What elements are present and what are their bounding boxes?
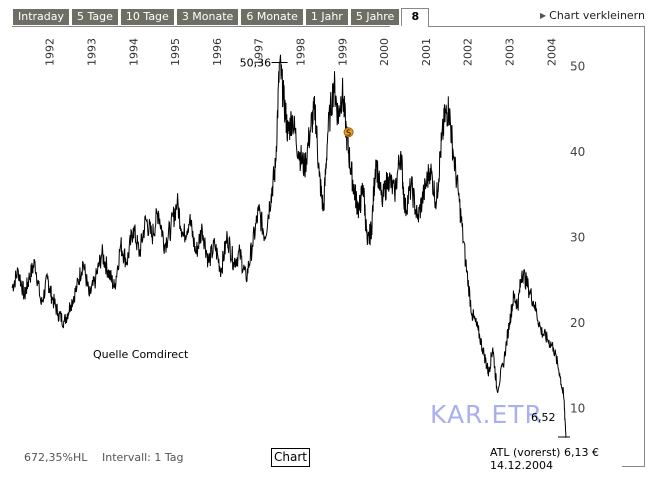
chart-button[interactable]: Chart bbox=[271, 448, 310, 467]
x-tick-label: 1995 bbox=[169, 38, 182, 66]
source-label: Quelle Comdirect bbox=[93, 348, 189, 361]
frame-top bbox=[428, 26, 645, 27]
x-tick-label: 2002 bbox=[462, 38, 475, 66]
atl-info: ATL (vorerst) 6,13 € 14.12.2004 bbox=[490, 446, 599, 472]
y-tick-label: 50 bbox=[570, 60, 585, 74]
x-tick-label: 1996 bbox=[211, 38, 224, 66]
period-tabs: Intraday 5 Tage 10 Tage 3 Monate 6 Monat… bbox=[12, 8, 430, 26]
ticker-watermark: KAR.ETR bbox=[430, 400, 543, 429]
tab-5-jahre[interactable]: 5 Jahre bbox=[349, 8, 401, 26]
x-tick-label: 1992 bbox=[44, 38, 57, 66]
frame-right bbox=[644, 26, 645, 466]
x-tick-label: 1999 bbox=[336, 38, 349, 66]
shrink-chart-link[interactable]: ▶ Chart verkleinern bbox=[540, 9, 645, 22]
y-tick-label: 20 bbox=[570, 316, 585, 330]
x-tick-label: 1993 bbox=[85, 38, 98, 66]
signal-marker bbox=[343, 127, 354, 138]
tab-3-monate[interactable]: 3 Monate bbox=[175, 8, 240, 26]
y-tick-label: 10 bbox=[570, 401, 585, 415]
x-tick-label: 2001 bbox=[420, 38, 433, 66]
x-tick-label: 2004 bbox=[545, 38, 558, 66]
y-tick-labels: 10 20 30 40 50 bbox=[570, 60, 585, 416]
tab-6-monate[interactable]: 6 Monate bbox=[240, 8, 304, 26]
series-line bbox=[11, 54, 567, 438]
y-tick-label: 30 bbox=[570, 230, 585, 244]
tab-5-tage[interactable]: 5 Tage bbox=[71, 8, 119, 26]
interval-label: Intervall: 1 Tag bbox=[102, 451, 184, 464]
x-tick-label: 2003 bbox=[504, 38, 517, 66]
tab-8[interactable]: 8 bbox=[401, 8, 430, 26]
x-tick-label: 2000 bbox=[378, 38, 391, 66]
frame-bottom bbox=[622, 466, 645, 467]
atl-label: ATL (vorerst) 6,13 € bbox=[490, 446, 599, 459]
shrink-chart-label: Chart verkleinern bbox=[549, 9, 645, 22]
x-tick-label: 1994 bbox=[127, 38, 140, 66]
frame-top-left bbox=[12, 26, 390, 27]
x-tick-label: 1998 bbox=[294, 38, 307, 66]
tab-10-tage[interactable]: 10 Tage bbox=[119, 8, 175, 26]
x-tick-label: 1997 bbox=[253, 38, 266, 66]
triangle-right-icon: ▶ bbox=[540, 11, 547, 20]
tab-1-jahr[interactable]: 1 Jahr bbox=[304, 8, 349, 26]
signal-marker-label: S bbox=[346, 128, 351, 137]
x-tick-labels: 1992 1993 1994 1995 1996 1997 1998 1999 2000 2001… bbox=[44, 38, 559, 66]
last-value-label: 6,52 bbox=[531, 411, 556, 424]
y-tick-label: 40 bbox=[570, 145, 585, 159]
tab-intraday[interactable]: Intraday bbox=[12, 8, 71, 26]
atl-date: 14.12.2004 bbox=[490, 459, 553, 472]
high-label: 50,36 bbox=[240, 57, 272, 70]
performance-label: 672,35%HL bbox=[24, 451, 88, 464]
